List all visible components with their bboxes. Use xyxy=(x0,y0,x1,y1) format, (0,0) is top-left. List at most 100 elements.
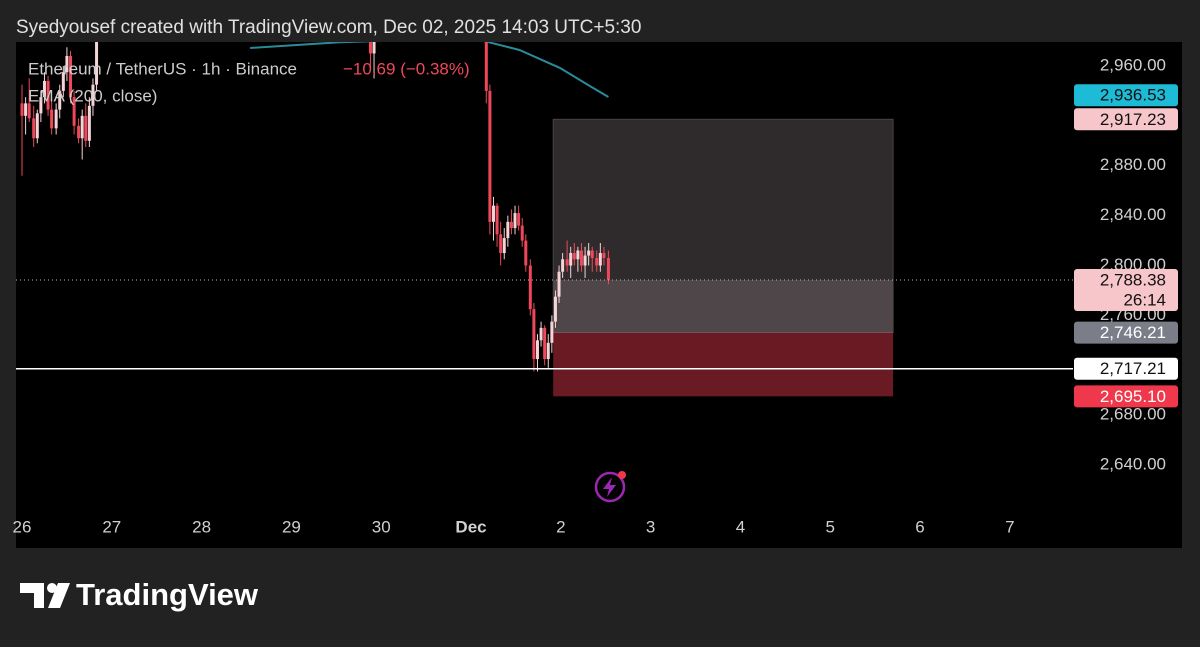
candle-body xyxy=(553,296,557,322)
y-tick-label: 2,640.00 xyxy=(1100,455,1166,474)
candle-body xyxy=(39,97,43,114)
candle-body xyxy=(20,103,24,116)
x-tick-label: 28 xyxy=(192,517,211,536)
candle-body xyxy=(546,342,550,360)
price-badge-label: 2,717.21 xyxy=(1100,359,1166,378)
candle-body xyxy=(539,327,543,341)
candle-body xyxy=(543,327,547,360)
y-tick-label: 2,960.00 xyxy=(1100,55,1166,74)
candle-body xyxy=(557,271,561,297)
candle-body xyxy=(65,55,69,73)
ema-line xyxy=(250,42,609,98)
candle-body xyxy=(550,321,554,343)
price-badge-label: 2,695.10 xyxy=(1100,387,1166,406)
x-tick-label: 5 xyxy=(825,517,834,536)
x-tick-label: 26 xyxy=(13,517,32,536)
x-tick-label: 2 xyxy=(556,517,565,536)
candle-body xyxy=(69,55,73,98)
candle-body xyxy=(576,250,580,260)
candle-body xyxy=(524,240,528,266)
y-tick-label: 2,840.00 xyxy=(1100,205,1166,224)
price-badge-label: 2,917.23 xyxy=(1100,110,1166,129)
candle-body xyxy=(27,103,31,119)
candle-body xyxy=(528,265,532,310)
candle-body xyxy=(372,42,376,54)
price-badge-label: 2,746.21 xyxy=(1100,323,1166,342)
candle-body xyxy=(587,250,591,256)
candle-body xyxy=(42,80,46,98)
candle-body xyxy=(569,253,573,266)
overlay: 2,640.002,680.002,720.002,760.002,800.00… xyxy=(13,55,1178,548)
candle-body xyxy=(495,205,499,235)
candle-body xyxy=(91,84,95,106)
candle-body xyxy=(509,221,513,229)
y-tick-label: 2,880.00 xyxy=(1100,155,1166,174)
candle-body xyxy=(590,250,594,259)
alert-icon[interactable] xyxy=(594,471,626,503)
credit-title: Syedyousef created with TradingView.com,… xyxy=(16,17,641,38)
candle-body xyxy=(35,113,39,139)
price-badge xyxy=(1074,385,1178,408)
x-tick-label: 27 xyxy=(102,517,121,536)
symbol-label: Ethereum / TetherUS · 1h · Binance xyxy=(28,59,297,78)
candle-body xyxy=(561,259,565,272)
plot-area xyxy=(20,42,894,397)
candle-body xyxy=(532,309,536,360)
candle-body xyxy=(84,115,88,141)
candle-body xyxy=(499,234,503,254)
candle-body xyxy=(491,205,495,222)
candle-body xyxy=(368,42,372,54)
candle-body xyxy=(535,340,539,360)
x-tick-label: 6 xyxy=(915,517,924,536)
candle-body xyxy=(87,105,91,141)
candle-body xyxy=(61,72,65,91)
price-badge xyxy=(1074,357,1178,380)
position-open-zone xyxy=(553,279,894,333)
price-badge xyxy=(1074,321,1178,344)
x-tick-label: 7 xyxy=(1005,517,1014,536)
candle-body xyxy=(595,258,599,266)
candle-body xyxy=(579,250,583,266)
candle-body xyxy=(583,255,587,266)
brand-logo xyxy=(20,583,70,608)
candle-body xyxy=(517,213,521,226)
candle-body xyxy=(77,125,81,139)
candle-body xyxy=(58,90,62,110)
candle-body xyxy=(46,80,50,110)
candle-body xyxy=(606,258,610,280)
x-tick-label: 30 xyxy=(372,517,391,536)
candle-body xyxy=(54,109,58,129)
candle-body xyxy=(572,253,576,260)
price-badge xyxy=(1074,108,1178,131)
candle-body xyxy=(72,97,76,126)
y-tick-label: 2,680.00 xyxy=(1100,405,1166,424)
x-tick-label: Dec xyxy=(455,517,486,536)
candle-body xyxy=(80,115,84,139)
x-tick-label: 3 xyxy=(646,517,655,536)
candle-body xyxy=(484,42,488,91)
price-badge xyxy=(1074,268,1178,311)
candle-body xyxy=(598,253,602,266)
price-badge-label: 2,788.38 xyxy=(1100,270,1166,289)
candle-body xyxy=(488,90,492,222)
x-tick-label: 29 xyxy=(282,517,301,536)
position-target-zone xyxy=(553,332,894,397)
candle-body xyxy=(506,221,510,239)
candle-body xyxy=(520,225,524,241)
candle-body xyxy=(602,253,606,259)
brand-name: TradingView xyxy=(76,577,259,612)
candle-body xyxy=(32,118,36,139)
candle-body xyxy=(24,103,28,116)
price-badge-label: 2,936.53 xyxy=(1100,86,1166,105)
indicator-label: EMA (200, close) xyxy=(28,86,157,105)
candle-body xyxy=(565,259,569,266)
candle-body xyxy=(502,238,506,254)
candle-body xyxy=(95,42,99,85)
candle-body xyxy=(50,109,54,129)
countdown: 26:14 xyxy=(1123,290,1166,309)
candle-body xyxy=(513,213,517,229)
x-tick-label: 4 xyxy=(736,517,745,536)
change-label: −10.69 (−0.38%) xyxy=(343,59,470,78)
price-badge xyxy=(1074,84,1178,107)
